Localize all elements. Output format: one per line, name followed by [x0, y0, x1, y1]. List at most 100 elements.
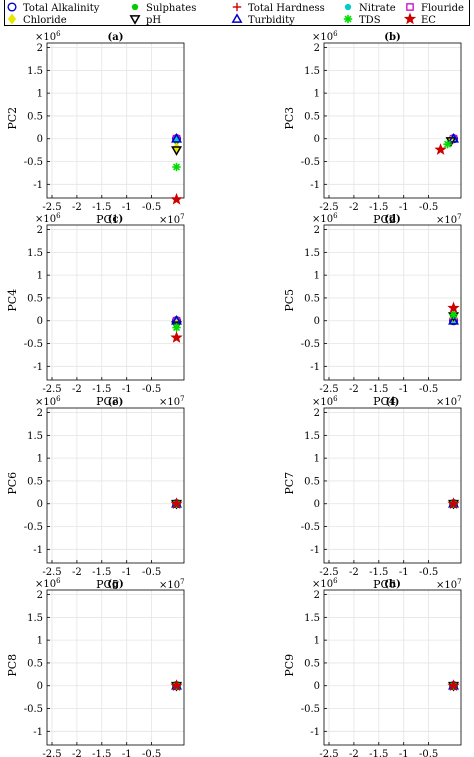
x-tick-label: -2: [72, 384, 82, 395]
y-tick-label: 1.5: [304, 66, 320, 77]
x-tick-label: -2: [72, 749, 82, 757]
legend-marker-ec: [403, 12, 417, 25]
x-tick-label: -1: [122, 567, 132, 578]
panel-title: (b): [384, 32, 400, 43]
x-tick-label: -0.5: [419, 384, 438, 395]
legend-label-flouride: Flouride: [421, 3, 464, 14]
x-tick-label: -2.5: [319, 384, 338, 395]
y-tick-label: 1: [314, 271, 320, 282]
y-tick-label: -1: [310, 180, 320, 191]
y-tick-label: -0.5: [301, 339, 320, 350]
legend-marker-nitrate: [344, 3, 352, 11]
x-exponent-label: ×107: [436, 578, 462, 591]
x-tick-label: -2: [72, 202, 82, 213]
y-tick-label: 1: [37, 271, 43, 282]
x-tick-label: -0.5: [419, 202, 438, 213]
panel-title: (f): [386, 397, 400, 408]
x-tick-label: -0.5: [142, 384, 161, 395]
legend-marker-flouride: [406, 3, 414, 11]
legend-label-total-alkalinity: Total Alkalinity: [23, 3, 100, 14]
legend-label-ec: EC: [421, 15, 436, 26]
y-tick-label: -1: [33, 545, 43, 556]
legend-marker-sulphates: [131, 3, 139, 11]
x-axis-label: PC1: [96, 213, 119, 226]
x-tick-label: -1.5: [92, 202, 111, 213]
y-tick-label: 0: [314, 499, 320, 510]
point-ec: [447, 679, 460, 691]
y-tick-label: -0.5: [24, 157, 43, 168]
y-exponent-label: ×106: [35, 395, 61, 408]
y-tick-label: 1: [314, 454, 320, 465]
y-tick-label: 0.5: [27, 293, 43, 304]
panel-c: -2.5 -2 -1.5 -1 -0.5-1-0.500.511.52×106×107(…: [6, 212, 185, 408]
x-tick-label: -2.5: [319, 202, 338, 213]
x-tick-label: -1: [399, 384, 409, 395]
legend-label-sulphates: Sulphates: [146, 3, 196, 14]
legend-marker-turbidity: [231, 13, 243, 23]
y-tick-label: -1: [310, 362, 320, 373]
panel-title: (e): [108, 397, 124, 408]
x-tick-label: -1.5: [369, 749, 388, 757]
legend-entries: Total Alkalinity Sulphates Total Hardness N…: [7, 2, 464, 26]
legend-label-turbidity: Turbidity: [248, 15, 295, 26]
x-tick-label: -0.5: [419, 567, 438, 578]
panel-d: -2.5 -2 -1.5 -1 -0.5-1-0.500.511.52×106×107(…: [283, 212, 462, 408]
y-tick-label: 1.5: [304, 248, 320, 259]
legend-marker-tds: [343, 14, 353, 24]
y-tick-label: 0.5: [304, 658, 320, 669]
y-tick-label: 1: [37, 636, 43, 647]
y-exponent-label: ×106: [35, 30, 61, 43]
panel-title: (c): [108, 214, 124, 225]
y-tick-label: 0: [314, 681, 320, 692]
y-tick-label: 1.5: [27, 613, 43, 624]
x-tick-label: -1: [399, 567, 409, 578]
y-tick-label: -1: [310, 727, 320, 738]
x-exponent-label: ×107: [436, 213, 462, 226]
point-ec: [170, 497, 183, 509]
panel-h: -2.5 -2 -1.5 -1 -0.5 -1 -0.5 0 0.5 1 1.5 2×106 ×107 (…: [283, 577, 462, 757]
axes-frame: [46, 589, 185, 746]
panel-a: -2.5 -2 -1.5 -1 -0.5-1-0.500.511.52×106×107(…: [6, 30, 185, 226]
y-tick-label: 0.5: [27, 111, 43, 122]
x-tick-label: -1: [399, 749, 409, 757]
point-tds: [172, 162, 181, 172]
legend-marker-total-hardness: [232, 2, 242, 12]
y-tick-label: 0.5: [27, 476, 43, 487]
y-tick-label: -1: [33, 727, 43, 738]
y-tick-label: 0.5: [304, 111, 320, 122]
axes-frame: [323, 42, 462, 199]
y-tick-label: -1: [33, 362, 43, 373]
legend-label-total-hardness: Total Hardness: [248, 3, 325, 14]
point-turbidity: [171, 133, 183, 143]
x-tick-label: -2.5: [319, 567, 338, 578]
x-exponent-label: ×107: [159, 578, 185, 591]
point-ec: [170, 679, 183, 691]
legend-label-nitrate: Nitrate: [359, 3, 396, 14]
y-tick-label: 1.5: [27, 66, 43, 77]
y-exponent-label: ×106: [312, 212, 338, 225]
y-tick-label: 0.5: [304, 293, 320, 304]
point-ec: [170, 331, 183, 343]
legend-marker-total-alkalinity: [7, 2, 17, 12]
legend-label-tds: TDS: [359, 15, 381, 26]
point-tds: [449, 310, 458, 320]
x-tick-label: -2: [72, 567, 82, 578]
y-exponent-label: ×106: [312, 395, 338, 408]
legend-label-chloride: Chloride: [23, 15, 67, 26]
y-axis-label: PC2: [6, 107, 19, 130]
x-tick-label: -1: [122, 202, 132, 213]
y-tick-label: 1: [37, 89, 43, 100]
x-axis-label: PC5: [96, 578, 119, 591]
x-tick-label: -1.5: [369, 202, 388, 213]
y-tick-label: 1: [37, 454, 43, 465]
x-axis-label: PC2: [373, 213, 396, 226]
point-turbidity: [448, 133, 460, 143]
y-axis-label: PC7: [283, 472, 296, 495]
panel-title: (g): [107, 579, 123, 590]
x-tick-label: -1.5: [92, 567, 111, 578]
y-tick-label: 2: [37, 408, 43, 419]
point-ec: [447, 301, 460, 314]
x-tick-label: -1.5: [92, 384, 111, 395]
y-tick-label: 0: [37, 316, 43, 327]
